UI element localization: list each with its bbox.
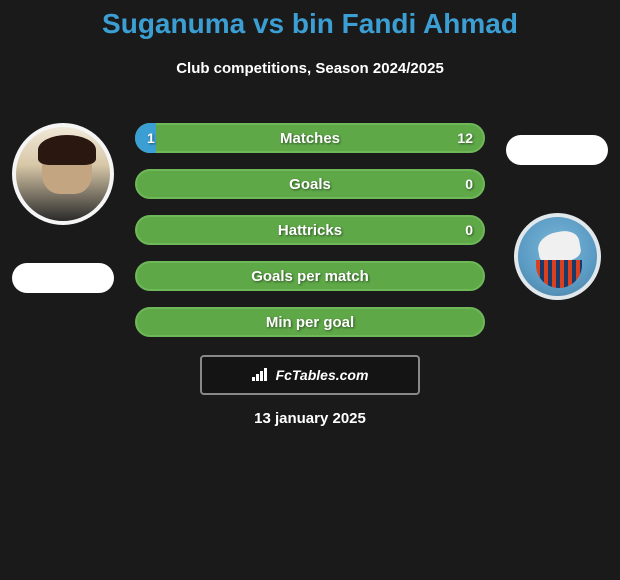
stat-bar-goals: Goals 0 — [135, 169, 485, 199]
club-badge-right — [514, 213, 601, 300]
stat-label: Goals per match — [135, 268, 485, 285]
stat-label: Matches — [135, 130, 485, 147]
right-player-column — [502, 123, 612, 300]
chart-icon — [252, 367, 270, 384]
stat-bar-gpm: Goals per match — [135, 261, 485, 291]
date-label: 13 january 2025 — [0, 410, 620, 427]
stat-bar-hattricks: Hattricks 0 — [135, 215, 485, 245]
flag-right — [506, 135, 608, 165]
page-title: Suganuma vs bin Fandi Ahmad — [0, 0, 620, 40]
stats-container: 1 Matches 12 Goals 0 Hattricks 0 Goals p… — [135, 123, 485, 353]
stat-label: Goals — [135, 176, 485, 193]
left-player-column — [8, 123, 118, 293]
stat-value-right: 0 — [465, 176, 473, 192]
player-photo-left — [12, 123, 114, 225]
stat-value-right: 12 — [457, 130, 473, 146]
stat-label: Hattricks — [135, 222, 485, 239]
stat-label: Min per goal — [135, 314, 485, 331]
stat-bar-matches: 1 Matches 12 — [135, 123, 485, 153]
stat-value-right: 0 — [465, 222, 473, 238]
page-subtitle: Club competitions, Season 2024/2025 — [0, 60, 620, 77]
logo-box: FcTables.com — [200, 355, 420, 395]
stat-bar-mpg: Min per goal — [135, 307, 485, 337]
logo-text: FcTables.com — [276, 367, 369, 383]
flag-left — [12, 263, 114, 293]
